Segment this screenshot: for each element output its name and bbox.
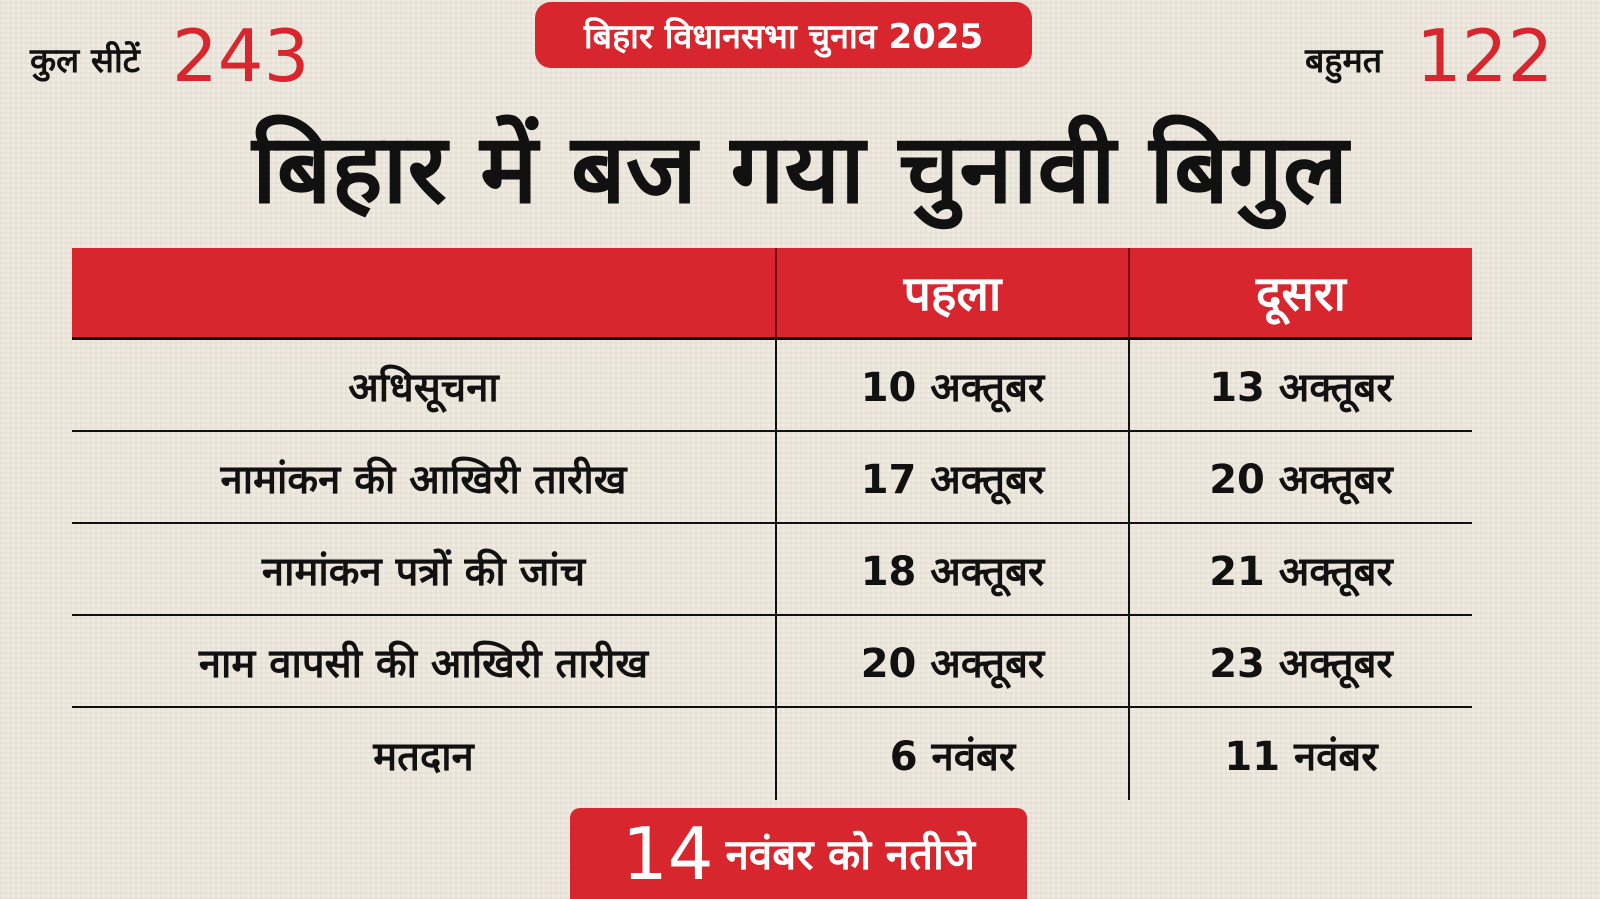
seats: 243 [172,14,310,98]
row-label: मतदान [72,708,777,800]
table-row: नामांकन की आखिरी तारीख 17 अक्तूबर 20 अक्तू… [72,432,1472,524]
schedule-table: पहला दूसरा अधिसूचना 10 अक्तूबर 13 अक्तूबर न… [72,248,1472,800]
table-row: नाम वापसी की आखिरी तारीख 20 अक्तूबर 23 अक्… [72,616,1472,708]
date-cell: 13 अक्तूबर [1209,364,1393,411]
date-cell: 11 नवंबर [1224,733,1378,780]
date-cell: 21 अक्तूबर [1209,548,1393,595]
row-label: अधिसूचना [72,340,777,430]
majority-label: बहुमत [1305,41,1383,81]
header-cell: पहला [777,248,1130,337]
table-row: अधिसूचना 10 अक्तूबर 13 अक्तूबर [72,340,1472,432]
title: बिहार में बज गया चुनावी बिगुल [251,113,1349,225]
date-cell: 23 अक्तूबर [1209,640,1393,687]
seats-label: कुल सीटें [30,41,140,81]
header-cell: दूसरा [1255,266,1346,322]
table-row: नामांकन पत्रों की जांच 18 अक्तूबर 21 अक्तू… [72,524,1472,616]
result-banner: 14 नवंबर को नतीजे [570,808,1027,899]
result-text: नवंबर को नतीजे [725,830,976,879]
row-label: नामांकन पत्रों की जांच [72,524,777,614]
date-cell: 20 अक्तूबर [777,616,1130,706]
badge: बिहार विधानसभा चुनाव 2025 [535,2,1032,68]
date-cell: 18 अक्तूबर [777,524,1130,614]
date-cell: 17 अक्तूबर [777,432,1130,522]
table-header: पहला दूसरा [72,248,1472,340]
header-cell [72,248,777,337]
row-label: नाम वापसी की आखिरी तारीख [72,616,777,706]
table-row: मतदान 6 नवंबर 11 नवंबर [72,708,1472,800]
date-cell: 6 नवंबर [777,708,1130,800]
date-cell: 10 अक्तूबर [777,340,1130,430]
majority: 122 [1416,14,1554,98]
date-cell: 20 अक्तूबर [1209,456,1393,503]
result-day: 14 [621,811,714,896]
row-label: नामांकन की आखिरी तारीख [72,432,777,522]
